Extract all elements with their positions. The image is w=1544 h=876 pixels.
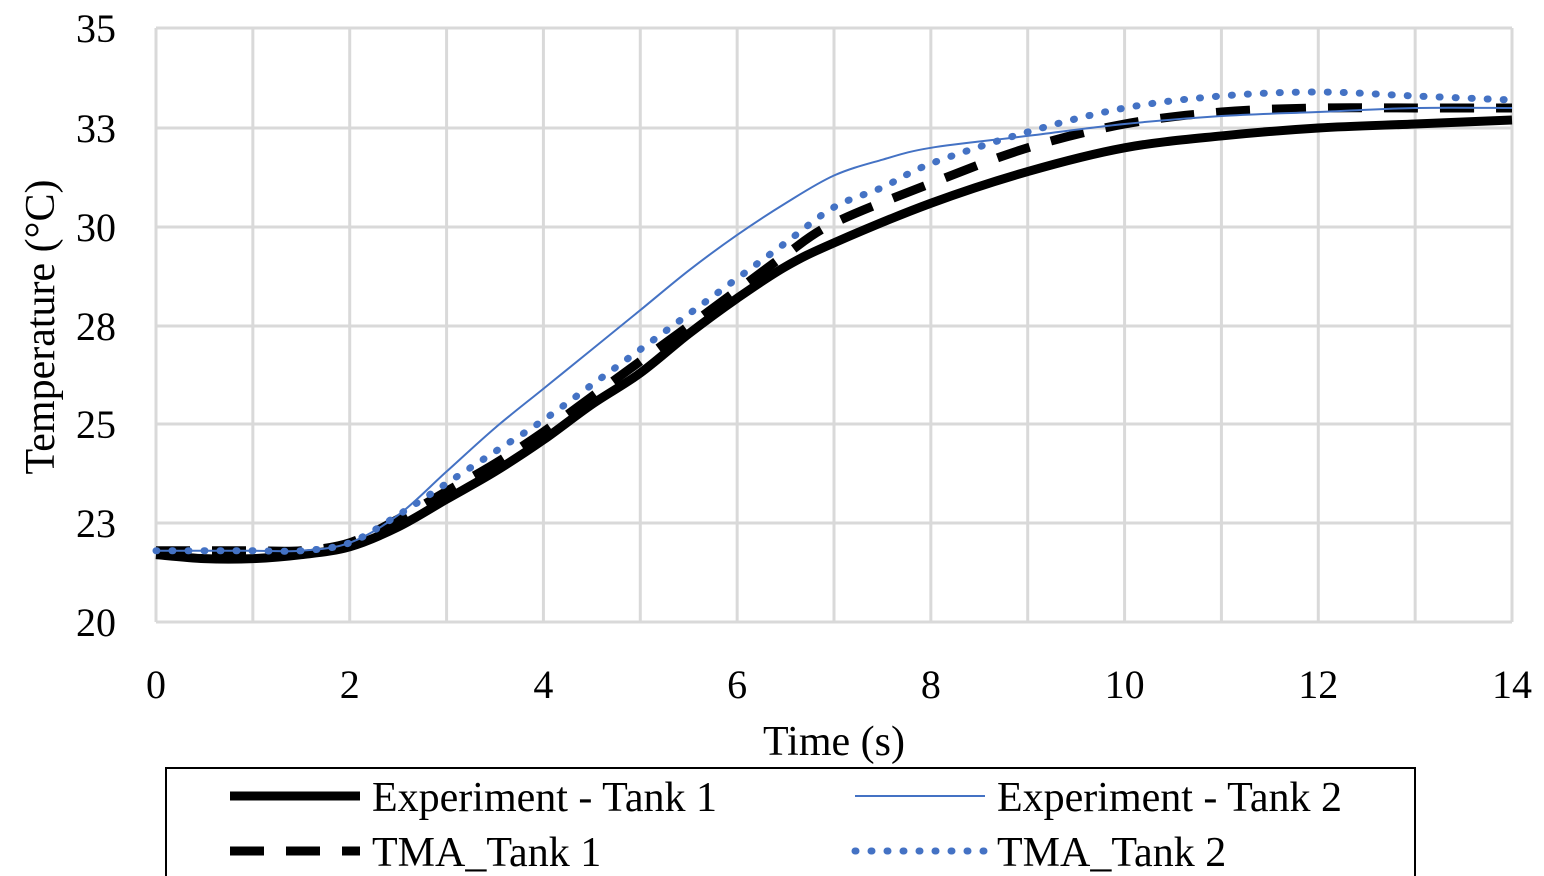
y-tick-label: 33 xyxy=(76,106,116,151)
x-axis-title: Time (s) xyxy=(763,719,905,765)
x-tick-label: 0 xyxy=(146,662,166,707)
y-tick-label: 25 xyxy=(76,402,116,447)
y-tick-label: 20 xyxy=(76,600,116,645)
x-tick-label: 12 xyxy=(1298,662,1338,707)
x-tick-label: 6 xyxy=(727,662,747,707)
series-line xyxy=(156,106,1513,553)
x-tick-label: 2 xyxy=(340,662,360,707)
legend-label: TMA_Tank 1 xyxy=(372,830,601,876)
x-tick-label: 10 xyxy=(1105,662,1145,707)
legend-label: TMA_Tank 2 xyxy=(997,830,1226,876)
x-tick-label: 4 xyxy=(533,662,553,707)
y-tick-label: 28 xyxy=(76,304,116,349)
axis-ticks: 0 2 4 6 8 10 12 14 20 23 25 28 30 33 35 xyxy=(76,6,1532,707)
y-tick-label: 35 xyxy=(76,6,116,51)
y-tick-label: 23 xyxy=(76,501,116,546)
plot-area xyxy=(152,88,1516,564)
legend-label: Experiment - Tank 1 xyxy=(372,775,717,821)
x-tick-label: 8 xyxy=(921,662,941,707)
grid xyxy=(154,26,1514,624)
legend-label: Experiment - Tank 2 xyxy=(997,775,1342,821)
y-tick-label: 30 xyxy=(76,205,116,250)
x-tick-label: 14 xyxy=(1492,662,1532,707)
legend: Experiment - Tank 1 Experiment - Tank 2 TM… xyxy=(165,767,1416,876)
y-axis-title: Temperature (°C) xyxy=(18,180,64,475)
legend-box xyxy=(165,767,1416,876)
